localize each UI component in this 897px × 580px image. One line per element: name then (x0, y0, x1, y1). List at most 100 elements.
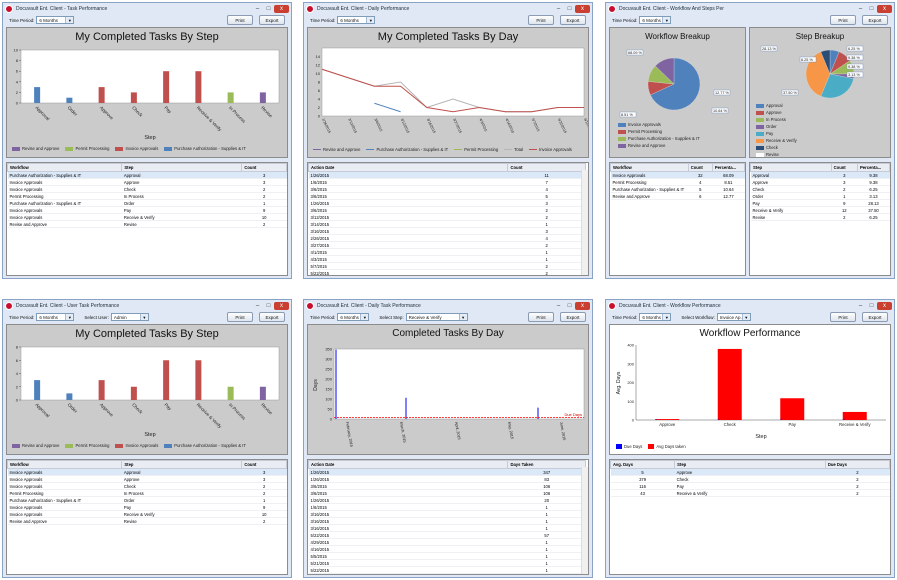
column-header[interactable]: Step (750, 163, 832, 172)
table-row[interactable]: 3/16/2015 3 (308, 227, 586, 235)
table-row[interactable]: 5/21/2015 1 (308, 559, 586, 567)
data-grid[interactable]: Workflow Step Count Purchase Authorizati… (6, 162, 288, 276)
table-row[interactable]: Revise and Approve Revise 2 (7, 517, 287, 525)
print-button[interactable]: Print (830, 312, 856, 322)
table-row[interactable]: Invoice Approvals Receive & Verify 10 (7, 213, 287, 221)
column-header[interactable]: Count (241, 460, 287, 469)
table-row[interactable]: 1/6/2015 1 (308, 503, 586, 511)
table-row[interactable]: 3/16/2015 1 (308, 517, 586, 525)
table-row[interactable]: 5 Approve 2 (610, 468, 890, 476)
export-button[interactable]: Export (862, 15, 888, 25)
table-row[interactable]: 3/6/2015 4 (308, 185, 586, 193)
table-row[interactable]: Revise and Approve Revise 2 (7, 220, 287, 228)
table-row[interactable]: 1/26/2015 347 (308, 468, 586, 476)
table-row[interactable]: 3/6/2015 106 (308, 489, 586, 497)
maximize-icon[interactable]: □ (869, 302, 874, 309)
maximize-icon[interactable]: □ (567, 5, 572, 12)
table-row[interactable]: Permit Processing 4 8.51 (610, 178, 745, 186)
chevron-down-icon[interactable]: ▼ (65, 314, 74, 320)
print-button[interactable]: Print (528, 15, 554, 25)
column-header[interactable]: Count (507, 163, 586, 172)
time-period-select[interactable]: 6 Months ▼ (337, 313, 370, 321)
table-row[interactable]: Invoice Approvals Approval 3 (7, 468, 287, 476)
minimize-icon[interactable]: – (858, 5, 863, 12)
close-icon[interactable]: x (575, 301, 590, 310)
column-header[interactable]: Step (121, 460, 243, 469)
table-row[interactable]: 3/16/2015 1 (308, 510, 586, 518)
table-row[interactable]: Check 2 6.25 (750, 185, 890, 193)
column-header[interactable]: Workflow (7, 460, 123, 469)
table-row[interactable]: 4/16/2015 1 (308, 545, 586, 553)
workflow-select[interactable]: Invoice Ap... ▼ (716, 313, 751, 321)
table-row[interactable]: 5/5/2015 1 (308, 552, 586, 560)
close-icon[interactable]: x (274, 4, 289, 13)
table-row[interactable]: Invoice Approvals Approve 3 (7, 475, 287, 483)
table-row[interactable]: Approve 3 9.38 (750, 178, 890, 186)
data-grid[interactable]: Action Date Days Taken 1/26/2015 347 1/26/… (307, 459, 589, 575)
maximize-icon[interactable]: □ (266, 302, 271, 309)
maximize-icon[interactable]: □ (567, 302, 572, 309)
table-row[interactable]: Invoice Approvals 32 68.09 (610, 171, 745, 179)
export-button[interactable]: Export (259, 312, 285, 322)
data-grid[interactable]: Action Date Count 1/26/2015 11 1/6/2015 7 3/… (307, 162, 589, 276)
close-icon[interactable]: x (575, 4, 590, 13)
column-header[interactable]: Action Date (308, 163, 509, 172)
table-row[interactable]: 5/22/2015 57 (308, 531, 586, 539)
table-row[interactable]: Invoice Approvals Receive & Verify 10 (7, 510, 287, 518)
time-period-select[interactable]: 6 Months ▼ (639, 16, 672, 24)
column-header[interactable]: Percenta... (711, 163, 745, 172)
table-row[interactable]: 116 Pay 2 (610, 482, 890, 490)
table-row[interactable]: 43 Receive & Verify 2 (610, 489, 890, 497)
table-row[interactable]: Purchase Authorization - Supplies & IT Or… (7, 496, 287, 504)
export-button[interactable]: Export (560, 15, 586, 25)
print-button[interactable]: Print (528, 312, 554, 322)
print-button[interactable]: Print (227, 312, 253, 322)
chevron-down-icon[interactable]: ▼ (662, 314, 671, 320)
table-row[interactable]: 3/14/2015 1 (308, 220, 586, 228)
vertical-scrollbar[interactable] (581, 170, 588, 275)
table-row[interactable]: Purchase Authorization - Supplies & IT Or… (7, 199, 287, 207)
table-row[interactable]: 4/29/2015 1 (308, 538, 586, 546)
table-row[interactable]: Purchase Authorization - Supplies & IT Ap… (7, 171, 287, 179)
minimize-icon[interactable]: – (556, 5, 561, 12)
print-button[interactable]: Print (830, 15, 856, 25)
chevron-down-icon[interactable]: ▼ (139, 314, 148, 320)
table-row[interactable]: 3/16/2015 1 (308, 524, 586, 532)
table-row[interactable]: 3/27/2015 2 (308, 241, 586, 249)
table-row[interactable]: 1/26/2015 3 (308, 199, 586, 207)
table-row[interactable]: Pay 9 28.13 (750, 199, 890, 207)
chevron-down-icon[interactable]: ▼ (65, 17, 74, 23)
step-select[interactable]: Receive & Verify ▼ (405, 313, 468, 321)
table-row[interactable]: 3/12/2015 2 (308, 213, 586, 221)
table-row[interactable]: 3/6/2015 5 (308, 192, 586, 200)
table-row[interactable]: 4/3/2015 1 (308, 255, 586, 263)
column-header[interactable]: Workflow (7, 163, 123, 172)
table-row[interactable]: Receive & Verify 12 37.50 (750, 206, 890, 214)
table-row[interactable]: 5/22/2015 2 (308, 269, 586, 275)
minimize-icon[interactable]: – (858, 302, 863, 309)
table-row[interactable]: Permit Processing In Process 2 (7, 489, 287, 497)
chevron-down-icon[interactable]: ▼ (458, 314, 467, 320)
table-row[interactable]: Purchase Authorization - Supplies & IT 5 1… (610, 185, 745, 193)
table-row[interactable]: Invoice Approvals Check 2 (7, 185, 287, 193)
close-icon[interactable]: x (877, 301, 892, 310)
table-row[interactable]: 4/1/2015 1 (308, 248, 586, 256)
close-icon[interactable]: x (274, 301, 289, 310)
user-select[interactable]: Admin ▼ (110, 313, 149, 321)
data-grid[interactable]: Workflow Step Count Invoice Approvals App… (6, 459, 288, 575)
step-grid[interactable]: Step Count Percenta... Approval 3 9.38 Appr… (749, 162, 891, 276)
chevron-down-icon[interactable]: ▼ (741, 314, 750, 320)
time-period-select[interactable]: 6 Months ▼ (337, 16, 376, 24)
column-header[interactable]: Count (241, 163, 287, 172)
print-button[interactable]: Print (227, 15, 253, 25)
vertical-scrollbar[interactable] (581, 467, 588, 574)
table-row[interactable]: 3/6/2015 2 (308, 206, 586, 214)
column-header[interactable]: Due Days (824, 460, 890, 469)
export-button[interactable]: Export (560, 312, 586, 322)
minimize-icon[interactable]: – (255, 5, 260, 12)
table-row[interactable]: Order 1 3.13 (750, 192, 890, 200)
table-row[interactable]: Invoice Approvals Check 2 (7, 482, 287, 490)
column-header[interactable]: Workflow (610, 163, 689, 172)
minimize-icon[interactable]: – (255, 302, 260, 309)
export-button[interactable]: Export (259, 15, 285, 25)
